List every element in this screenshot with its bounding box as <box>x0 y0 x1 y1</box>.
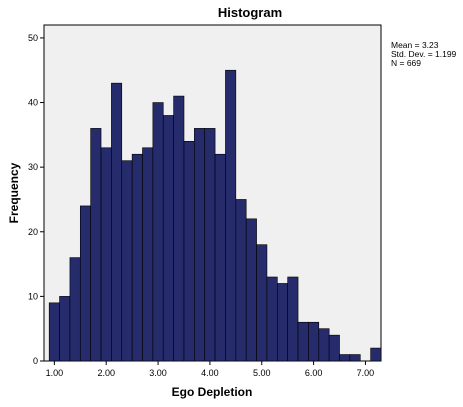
y-axis-title: Frequency <box>7 162 21 223</box>
histogram-bar <box>339 354 351 362</box>
histogram-bar <box>90 128 102 362</box>
x-tick-label: 5.00 <box>253 368 271 378</box>
x-tick-label: 4.00 <box>201 368 219 378</box>
histogram-bar <box>225 69 237 362</box>
x-tick-label: 6.00 <box>305 368 323 378</box>
histogram-bar <box>266 276 278 362</box>
y-tick-label: 50 <box>28 33 38 43</box>
histogram-bar <box>245 218 257 362</box>
y-tick-label: 20 <box>28 227 38 237</box>
stats-box: Mean = 3.23 Std. Dev. = 1.199 N = 669 <box>391 40 457 68</box>
histogram-bar <box>173 95 185 362</box>
histogram-bar <box>183 141 195 362</box>
histogram-bar <box>297 321 309 362</box>
histogram-bar <box>235 199 247 362</box>
histogram-bar <box>48 302 60 362</box>
histogram-bar <box>308 321 320 362</box>
x-tick-label: 7.00 <box>357 368 375 378</box>
histogram-bar <box>349 354 361 362</box>
stats-mean: Mean = 3.23 <box>391 40 439 50</box>
histogram-bar <box>152 102 164 362</box>
histogram-bar <box>287 276 299 362</box>
y-tick-label: 0 <box>33 356 38 366</box>
stats-std-dev: Std. Dev. = 1.199 <box>391 49 457 59</box>
histogram-bar <box>204 128 216 362</box>
histogram-bar <box>370 347 382 362</box>
y-tick-label: 10 <box>28 291 38 301</box>
histogram-bar <box>318 328 330 362</box>
y-axis: 0 10 20 30 40 50 <box>28 33 44 366</box>
histogram-bar <box>328 334 340 362</box>
histogram-bar <box>121 160 133 362</box>
histogram-bar <box>256 244 268 362</box>
histogram-bar <box>194 128 206 362</box>
histogram-bar <box>277 283 288 362</box>
x-axis: 1.00 2.00 3.00 4.00 5.00 6.00 7.00 <box>46 361 375 378</box>
histogram-bar <box>142 147 154 362</box>
histogram-bar <box>111 82 123 362</box>
histogram-bar <box>162 115 174 362</box>
histogram-bar <box>100 147 112 362</box>
y-tick-label: 40 <box>28 98 38 108</box>
stats-n: N = 669 <box>391 58 421 68</box>
histogram-bar <box>131 153 143 362</box>
x-tick-label: 3.00 <box>149 368 167 378</box>
histogram-bar <box>69 257 81 362</box>
chart-title: Histogram <box>218 5 282 20</box>
histogram-bar <box>59 296 71 362</box>
x-axis-title: Ego Depletion <box>172 385 253 399</box>
y-tick-label: 30 <box>28 162 38 172</box>
x-tick-label: 1.00 <box>46 368 64 378</box>
histogram-bar <box>214 153 226 362</box>
x-tick-label: 2.00 <box>97 368 115 378</box>
histogram-bar <box>79 205 91 362</box>
bars-group <box>48 69 382 362</box>
